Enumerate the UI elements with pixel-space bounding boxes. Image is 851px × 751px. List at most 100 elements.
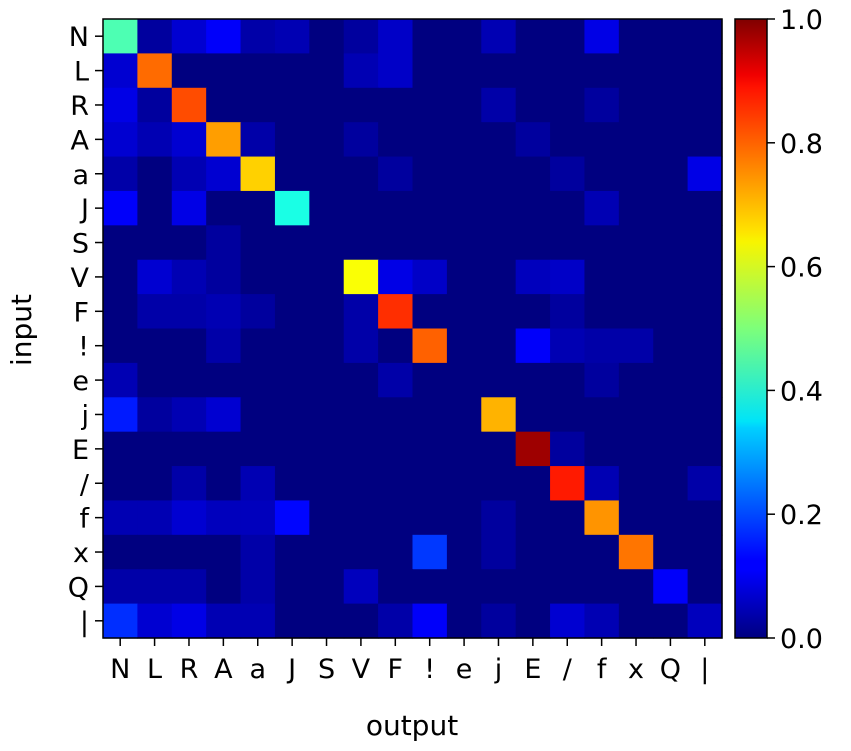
heatmap-cell-11-2	[171, 397, 207, 433]
heatmap-cell-4-1	[137, 156, 173, 192]
heatmap-cell-6-9	[412, 225, 448, 261]
heatmap-cell-8-5	[274, 294, 310, 330]
heatmap-cell-16-3	[206, 569, 242, 605]
heatmap-cell-10-4	[240, 362, 276, 398]
heatmap-cell-17-12	[515, 603, 551, 639]
heatmap-cell-9-6	[309, 328, 345, 364]
x-axis-title: output	[366, 709, 458, 742]
heatmap-cell-14-1	[137, 500, 173, 536]
x-tick-label: J	[286, 654, 296, 685]
heatmap-cell-17-0	[103, 603, 138, 639]
heatmap-cell-10-2	[171, 362, 207, 398]
heatmap-cell-17-3	[206, 603, 242, 639]
heatmap-cell-4-4	[240, 156, 276, 192]
heatmap-cell-9-17	[687, 328, 723, 364]
y-tick-label: V	[71, 263, 90, 294]
heatmap-cell-10-17	[687, 362, 723, 398]
heatmap-cell-2-6	[309, 87, 345, 123]
heatmap-cell-11-16	[653, 397, 689, 433]
heatmap-cell-9-9	[412, 328, 448, 364]
heatmap-cell-11-5	[274, 397, 310, 433]
heatmap-cell-7-16	[653, 259, 689, 295]
heatmap-cell-11-4	[240, 397, 276, 433]
colorbar-tick-label: 0.8	[780, 129, 823, 160]
heatmap-cell-15-17	[687, 534, 723, 570]
heatmap-cell-11-9	[412, 397, 448, 433]
heatmap-cell-11-17	[687, 397, 723, 433]
heatmap-cell-5-13	[550, 190, 586, 226]
heatmap-cell-16-1	[137, 569, 173, 605]
heatmap-cell-7-17	[687, 259, 723, 295]
heatmap-cell-5-5	[274, 190, 310, 226]
heatmap-cell-17-11	[481, 603, 517, 639]
heatmap-cell-5-3	[206, 190, 242, 226]
heatmap-cell-2-17	[687, 87, 723, 123]
x-tick-label: R	[180, 654, 199, 685]
heatmap-cell-2-2	[171, 87, 207, 123]
heatmap-cell-14-4	[240, 500, 276, 536]
heatmap-cell-6-5	[274, 225, 310, 261]
heatmap-cell-16-13	[550, 569, 586, 605]
heatmap-cell-15-10	[446, 534, 482, 570]
heatmap-cell-7-14	[584, 259, 620, 295]
heatmap-cell-10-13	[550, 362, 586, 398]
heatmap-cell-5-12	[515, 190, 551, 226]
heatmap-cell-1-12	[515, 53, 551, 89]
heatmap-cell-6-0	[103, 225, 138, 261]
heatmap-cell-6-10	[446, 225, 482, 261]
y-tick-label: j	[80, 400, 89, 431]
heatmap-cell-4-10	[446, 156, 482, 192]
x-tick-label: A	[214, 654, 233, 685]
heatmap-cell-11-1	[137, 397, 173, 433]
y-tick-label: /	[80, 469, 90, 500]
heatmap-cell-6-4	[240, 225, 276, 261]
heatmap-cell-7-13	[550, 259, 586, 295]
heatmap-cell-2-8	[378, 87, 414, 123]
heatmap-cells	[103, 19, 723, 639]
heatmap-cell-15-5	[274, 534, 310, 570]
heatmap-cell-5-0	[103, 190, 138, 226]
heatmap-cell-1-15	[618, 53, 654, 89]
heatmap-cell-1-4	[240, 53, 276, 89]
heatmap-cell-12-6	[309, 431, 345, 467]
heatmap-cell-8-2	[171, 294, 207, 330]
heatmap-cell-4-11	[481, 156, 517, 192]
heatmap-cell-5-10	[446, 190, 482, 226]
heatmap-cell-7-15	[618, 259, 654, 295]
colorbar-tick-label: 0.2	[780, 500, 823, 531]
heatmap-cell-3-7	[343, 122, 379, 158]
heatmap-cell-8-3	[206, 294, 242, 330]
heatmap-cell-3-3	[206, 122, 242, 158]
heatmap-cell-14-3	[206, 500, 242, 536]
heatmap-cell-4-8	[378, 156, 414, 192]
heatmap-cell-8-6	[309, 294, 345, 330]
heatmap-cell-2-11	[481, 87, 517, 123]
heatmap-cell-3-2	[171, 122, 207, 158]
heatmap-cell-0-4	[240, 19, 276, 54]
heatmap-cell-8-12	[515, 294, 551, 330]
heatmap-cell-12-4	[240, 431, 276, 467]
heatmap-cell-8-8	[378, 294, 414, 330]
heatmap-cell-2-4	[240, 87, 276, 123]
heatmap-cell-10-12	[515, 362, 551, 398]
heatmap-cell-0-16	[653, 19, 689, 54]
heatmap-cell-0-8	[378, 19, 414, 54]
heatmap-cell-17-14	[584, 603, 620, 639]
heatmap-cell-15-0	[103, 534, 138, 570]
heatmap-cell-6-1	[137, 225, 173, 261]
y-tick-label: !	[78, 332, 89, 363]
heatmap-cell-9-5	[274, 328, 310, 364]
heatmap-cell-0-13	[550, 19, 586, 54]
heatmap-cell-16-12	[515, 569, 551, 605]
heatmap-cell-16-8	[378, 569, 414, 605]
heatmap-cell-10-11	[481, 362, 517, 398]
y-tick-label: |	[80, 607, 89, 638]
heatmap-cell-2-0	[103, 87, 138, 123]
heatmap-cell-11-12	[515, 397, 551, 433]
heatmap-cell-9-16	[653, 328, 689, 364]
heatmap-cell-8-15	[618, 294, 654, 330]
x-tick-label: a	[249, 654, 266, 685]
y-tick-label: f	[79, 504, 90, 535]
heatmap-cell-11-11	[481, 397, 517, 433]
